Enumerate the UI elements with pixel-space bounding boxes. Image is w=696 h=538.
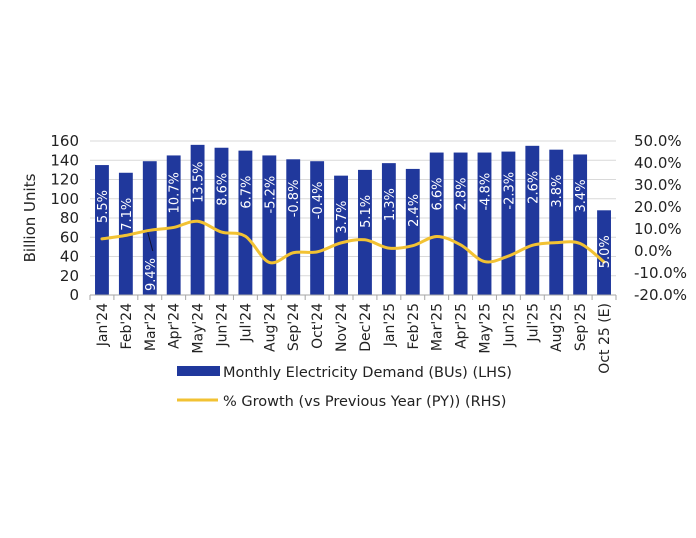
bar <box>405 168 420 295</box>
y2-tick-label: 50.0% <box>634 132 682 150</box>
bar <box>549 149 564 295</box>
bar <box>238 150 253 295</box>
legend-label-line: % Growth (vs Previous Year (PY)) (RHS) <box>223 394 506 410</box>
x-tick-label: Jan'25 <box>382 303 398 347</box>
bar <box>573 154 588 295</box>
x-tick-label: Jul'25 <box>525 303 541 343</box>
growth-line <box>100 219 606 265</box>
data-label: 6.7% <box>239 176 254 209</box>
bar <box>453 152 468 295</box>
bar <box>166 155 181 295</box>
y-tick-label: 20 <box>60 267 79 285</box>
data-label: 9.4% <box>144 258 159 291</box>
x-tick-label: Oct'24 <box>310 303 326 349</box>
x-tick-label: Jun'25 <box>501 303 517 348</box>
data-label: -0.8% <box>287 180 302 218</box>
bar <box>525 145 540 295</box>
data-labels: 5.5% 7.1% 9.4% 10.7% 13.5% 8.6% 6.7% -5.2% -0.8%… <box>96 162 613 291</box>
y2-tick-label: 20.0% <box>634 198 682 216</box>
x-tick-label: Sep'25 <box>573 303 589 351</box>
bar <box>501 151 516 295</box>
x-tick-label: Apr'24 <box>167 303 183 349</box>
y2-tick-label: 10.0% <box>634 220 682 238</box>
bar <box>334 175 348 295</box>
y2-tick-label: 40.0% <box>634 154 682 172</box>
y-tick-label: 80 <box>60 209 79 227</box>
leader-line <box>147 232 154 252</box>
y-axis-right: -20.0% -10.0% 0.0% 10.0% 20.0% 30.0% 40.0% 50.0… <box>634 132 687 304</box>
bar <box>95 165 109 295</box>
data-label: 5.0% <box>598 235 613 268</box>
x-tick-label: Dec'24 <box>358 303 374 352</box>
data-label: 6.6% <box>431 178 446 211</box>
x-tick-label: Jul'24 <box>238 303 254 343</box>
y-tick-label: 60 <box>60 228 79 246</box>
y2-tick-label: -10.0% <box>634 264 687 282</box>
y2-tick-label: -20.0% <box>634 286 687 304</box>
x-tick-label: Sep'24 <box>286 303 302 351</box>
bar <box>286 159 301 295</box>
x-axis: Jan'24 Feb'24 Mar'24 Apr'24 May'24 Jun'24 Jul'… <box>89 294 617 374</box>
data-label: 8.6% <box>216 173 231 206</box>
y2-tick-label: 30.0% <box>634 176 682 194</box>
data-label: 2.4% <box>407 194 422 227</box>
x-tick-label: May'25 <box>478 303 494 354</box>
legend-swatch-bar <box>177 366 220 376</box>
bar <box>597 210 611 295</box>
data-label: -0.4% <box>311 181 326 219</box>
data-label: 2.8% <box>455 178 470 211</box>
y-tick-label: 40 <box>60 248 79 266</box>
data-label: 5.5% <box>96 190 111 223</box>
x-tick-label: Aug'25 <box>549 303 565 352</box>
data-label: 3.7% <box>335 201 350 234</box>
x-tick-label: Jun'24 <box>215 303 231 348</box>
data-label: 10.7% <box>168 172 183 213</box>
legend-label-bar: Monthly Electricity Demand (BUs) (LHS) <box>223 365 512 381</box>
x-tick-label: May'24 <box>191 303 207 354</box>
x-tick-label: Aug'24 <box>262 303 278 352</box>
data-label: 2.6% <box>526 171 541 204</box>
bar <box>142 161 157 295</box>
data-label: 1.3% <box>383 188 398 221</box>
x-tick-label: Mar'25 <box>430 303 446 351</box>
y2-tick-label: 0.0% <box>634 242 672 260</box>
data-label: 13.5% <box>192 162 207 203</box>
data-label: -5.2% <box>263 176 278 214</box>
data-label: 3.4% <box>574 179 589 212</box>
x-tick-label: Feb'25 <box>406 303 422 349</box>
data-label: 3.8% <box>550 175 565 208</box>
y-tick-label: 140 <box>50 151 79 169</box>
y-axis-title: Billion Units <box>21 173 39 262</box>
data-label: -2.3% <box>502 172 517 210</box>
x-tick-label: Mar'24 <box>143 303 159 351</box>
x-tick-label: Oct 25 (E) <box>597 303 613 374</box>
bar <box>381 163 396 295</box>
y-tick-label: 0 <box>69 286 79 304</box>
x-tick-label: Nov'24 <box>334 303 350 352</box>
x-tick-label: Feb'24 <box>119 303 135 350</box>
data-label: -4.8% <box>479 173 494 211</box>
data-label: 7.1% <box>120 198 135 231</box>
bar <box>429 152 444 295</box>
data-label: 5.1% <box>359 195 374 228</box>
line-series <box>100 219 606 265</box>
bar <box>358 169 372 295</box>
x-tick-label: Apr'25 <box>454 303 470 349</box>
legend: Monthly Electricity Demand (BUs) (LHS) %… <box>177 365 512 410</box>
x-tick-label: Jan'24 <box>95 303 111 347</box>
bar <box>214 147 229 295</box>
y-tick-label: 100 <box>50 190 79 208</box>
y-tick-label: 120 <box>50 171 79 189</box>
bar-series <box>95 144 611 295</box>
bar <box>310 161 325 295</box>
y-tick-label: 160 <box>50 132 79 150</box>
